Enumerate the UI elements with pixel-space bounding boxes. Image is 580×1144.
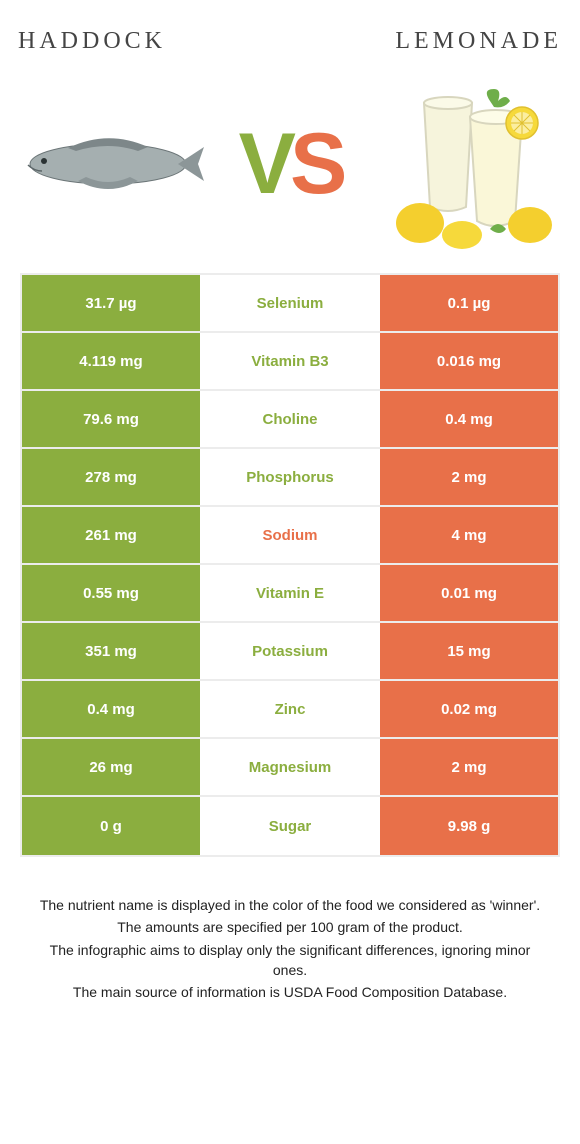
table-row: 0.4 mgZinc0.02 mg [22, 681, 558, 739]
left-value-cell: 261 mg [22, 507, 200, 563]
lemonade-image [372, 84, 562, 244]
vs-v: V [239, 116, 290, 212]
footer-line-2: The amounts are specified per 100 gram o… [34, 917, 546, 937]
right-value-cell: 0.016 mg [380, 333, 558, 389]
right-value-cell: 0.02 mg [380, 681, 558, 737]
nutrient-name-cell: Sodium [200, 507, 380, 563]
footer-line-3: The infographic aims to display only the… [34, 940, 546, 981]
table-row: 4.119 mgVitamin B30.016 mg [22, 333, 558, 391]
images-row: VS [18, 79, 562, 249]
nutrient-name-cell: Choline [200, 391, 380, 447]
nutrient-name-cell: Sugar [200, 797, 380, 855]
vs-label: VS [239, 115, 342, 214]
nutrient-table: 31.7 µgSelenium0.1 µg4.119 mgVitamin B30… [20, 273, 560, 857]
table-row: 261 mgSodium4 mg [22, 507, 558, 565]
left-value-cell: 26 mg [22, 739, 200, 795]
left-value-cell: 278 mg [22, 449, 200, 505]
right-value-cell: 9.98 g [380, 797, 558, 855]
right-value-cell: 2 mg [380, 449, 558, 505]
table-row: 351 mgPotassium15 mg [22, 623, 558, 681]
lemonade-icon [372, 79, 562, 249]
left-value-cell: 4.119 mg [22, 333, 200, 389]
nutrient-name-cell: Vitamin B3 [200, 333, 380, 389]
fish-icon [18, 119, 208, 209]
nutrient-name-cell: Zinc [200, 681, 380, 737]
table-row: 31.7 µgSelenium0.1 µg [22, 275, 558, 333]
vs-s: S [290, 116, 341, 212]
nutrient-name-cell: Magnesium [200, 739, 380, 795]
table-row: 79.6 mgCholine0.4 mg [22, 391, 558, 449]
right-value-cell: 0.4 mg [380, 391, 558, 447]
right-value-cell: 0.01 mg [380, 565, 558, 621]
nutrient-name-cell: Phosphorus [200, 449, 380, 505]
left-value-cell: 0.4 mg [22, 681, 200, 737]
left-value-cell: 351 mg [22, 623, 200, 679]
footer-notes: The nutrient name is displayed in the co… [18, 895, 562, 1002]
left-value-cell: 0.55 mg [22, 565, 200, 621]
table-row: 0.55 mgVitamin E0.01 mg [22, 565, 558, 623]
infographic-container: Haddock Lemonade VS [0, 0, 580, 1028]
left-value-cell: 79.6 mg [22, 391, 200, 447]
left-value-cell: 31.7 µg [22, 275, 200, 331]
right-value-cell: 0.1 µg [380, 275, 558, 331]
nutrient-name-cell: Potassium [200, 623, 380, 679]
right-value-cell: 4 mg [380, 507, 558, 563]
right-value-cell: 15 mg [380, 623, 558, 679]
right-food-title: Lemonade [395, 28, 562, 55]
footer-line-1: The nutrient name is displayed in the co… [34, 895, 546, 915]
left-food-title: Haddock [18, 28, 166, 55]
left-value-cell: 0 g [22, 797, 200, 855]
table-row: 0 gSugar9.98 g [22, 797, 558, 855]
table-row: 26 mgMagnesium2 mg [22, 739, 558, 797]
titles-row: Haddock Lemonade [18, 28, 562, 55]
nutrient-name-cell: Selenium [200, 275, 380, 331]
nutrient-name-cell: Vitamin E [200, 565, 380, 621]
right-value-cell: 2 mg [380, 739, 558, 795]
footer-line-4: The main source of information is USDA F… [34, 982, 546, 1002]
haddock-image [18, 84, 208, 244]
table-row: 278 mgPhosphorus2 mg [22, 449, 558, 507]
